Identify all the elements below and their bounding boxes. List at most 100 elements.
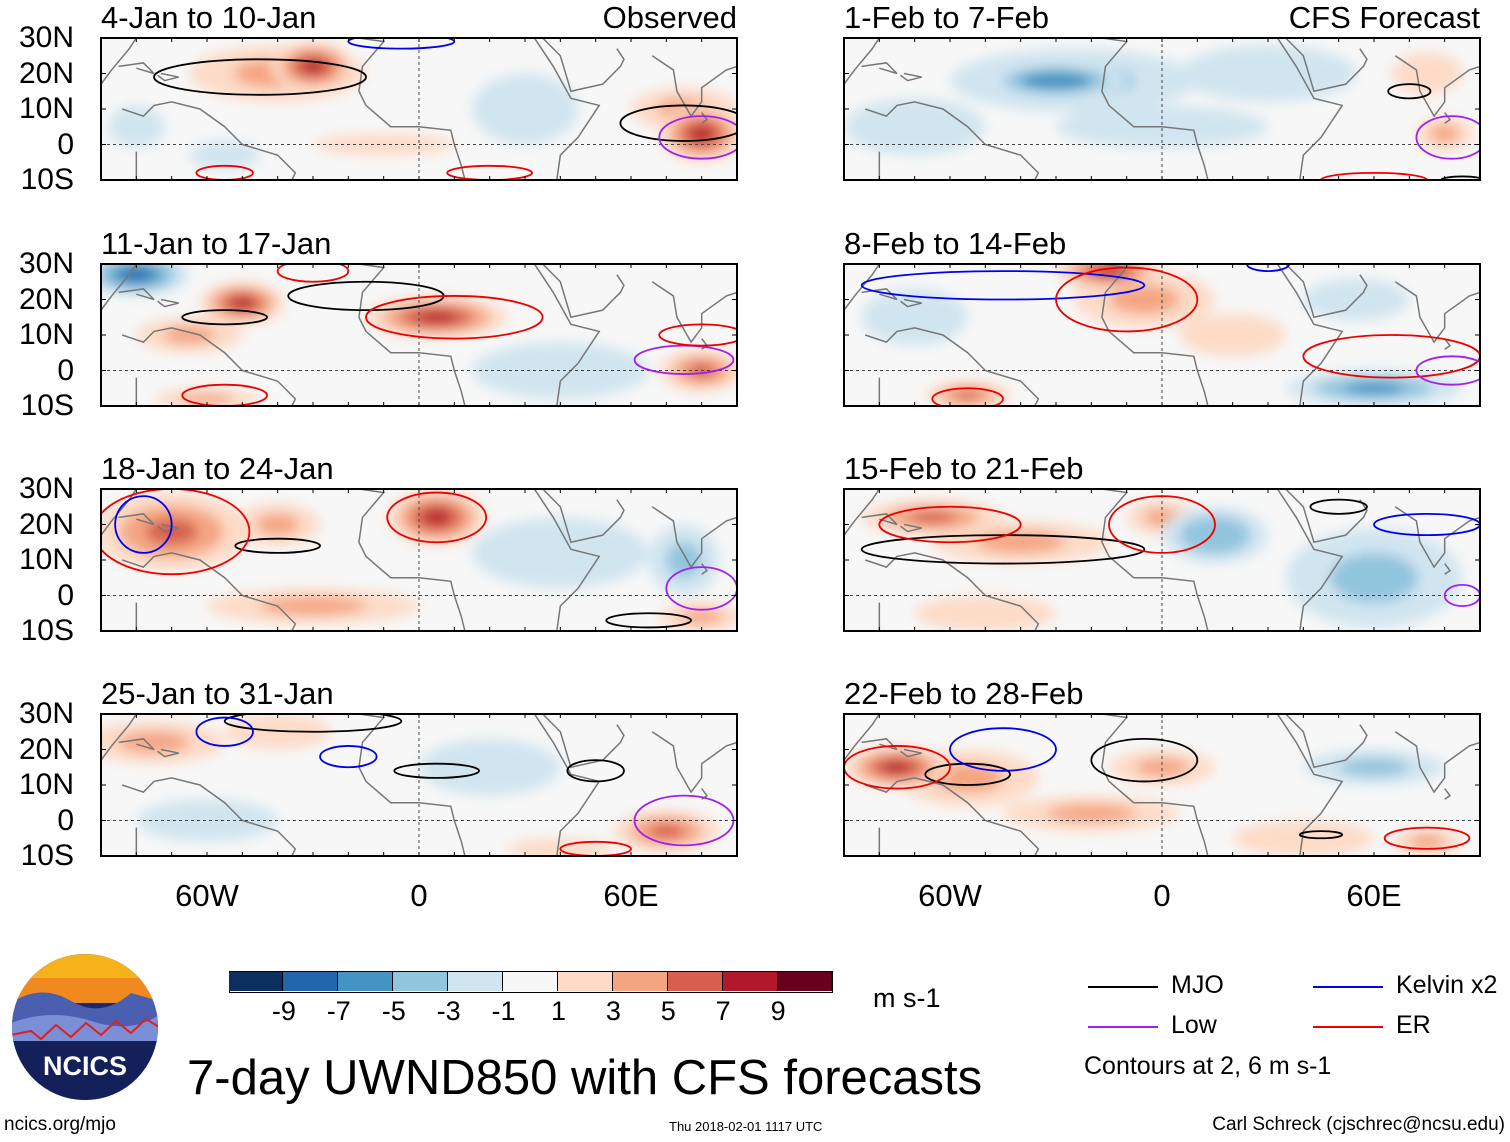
colorbar-label: 1 bbox=[550, 996, 566, 1026]
coastline bbox=[651, 55, 737, 118]
mjo-contour bbox=[1387, 83, 1432, 100]
coastline bbox=[1317, 413, 1338, 424]
forecast-label: CFS Forecast bbox=[1288, 0, 1480, 35]
map-panel bbox=[843, 263, 1481, 407]
coastline bbox=[542, 489, 625, 544]
coastline bbox=[358, 489, 466, 631]
map-panel bbox=[843, 37, 1481, 181]
anomaly-region bbox=[691, 126, 713, 141]
lon-label: 0 bbox=[410, 878, 428, 913]
coastline bbox=[651, 731, 737, 794]
mjo-contour bbox=[860, 534, 1146, 565]
mjo-legend-line bbox=[1088, 986, 1158, 988]
anomaly-region bbox=[516, 535, 605, 571]
coastline bbox=[383, 264, 601, 406]
coastline bbox=[118, 513, 155, 526]
colorbar-label: 9 bbox=[770, 996, 786, 1026]
kelvin-contour bbox=[319, 745, 378, 769]
coastline bbox=[1285, 264, 1368, 319]
lat-label: 10S bbox=[20, 163, 74, 196]
lon-label: 60E bbox=[603, 878, 659, 913]
coastline bbox=[1444, 563, 1452, 575]
anomaly-region bbox=[883, 761, 911, 773]
lon-label: 60W bbox=[175, 878, 239, 913]
lat-label: 0 bbox=[57, 127, 74, 161]
ncics-logo: NCICS bbox=[11, 953, 159, 1101]
coastline bbox=[118, 738, 155, 751]
figure-title: 7-day UWND850 with CFS forecasts bbox=[187, 1051, 983, 1105]
panel-title: 18-Jan to 24-Jan bbox=[101, 451, 334, 486]
anomaly-region bbox=[162, 326, 216, 344]
anomaly-region bbox=[1329, 552, 1419, 603]
coastline bbox=[121, 327, 297, 406]
colorbar-swatch bbox=[557, 972, 613, 991]
mjo-contour bbox=[605, 612, 692, 629]
lon-label: 60E bbox=[1346, 878, 1402, 913]
panel-title: 11-Jan to 17-Jan bbox=[101, 226, 332, 261]
coastline bbox=[118, 288, 155, 301]
mjo-contour bbox=[924, 762, 1011, 786]
er-legend-line bbox=[1313, 1026, 1383, 1028]
anomaly-region bbox=[207, 148, 243, 163]
panel-title: 1-Feb to 7-Feb bbox=[844, 0, 1050, 35]
colorbar-label: -7 bbox=[326, 996, 351, 1026]
mjo-contour bbox=[153, 58, 367, 96]
anomaly-region bbox=[1109, 285, 1180, 314]
coastline bbox=[383, 38, 601, 180]
coastline bbox=[1101, 264, 1209, 406]
er-contour bbox=[276, 264, 350, 283]
coastline bbox=[651, 281, 737, 344]
coastline bbox=[1285, 489, 1368, 544]
lat-label: 10N bbox=[18, 543, 74, 576]
anomaly-region bbox=[419, 738, 561, 796]
coastline bbox=[1126, 264, 1344, 406]
anomaly-region bbox=[180, 393, 234, 405]
low-contour bbox=[658, 115, 737, 160]
anomaly-region bbox=[666, 542, 702, 578]
er-contour bbox=[658, 323, 737, 347]
er-contour bbox=[181, 383, 268, 406]
kelvin-contour bbox=[114, 495, 173, 554]
anomaly-region bbox=[419, 311, 455, 323]
coastline bbox=[844, 38, 880, 85]
kelvin-contour bbox=[860, 270, 1146, 301]
mjo-contour bbox=[393, 762, 480, 779]
map-panel bbox=[100, 488, 738, 632]
footer-url[interactable]: ncics.org/mjo bbox=[4, 1114, 116, 1135]
low-contour bbox=[1415, 115, 1480, 160]
observed-label: Observed bbox=[602, 0, 737, 35]
er-contour bbox=[878, 505, 1022, 544]
coastline bbox=[574, 863, 595, 874]
coastline bbox=[844, 264, 880, 311]
kelvin-legend-line bbox=[1313, 986, 1383, 988]
coastline bbox=[542, 264, 625, 319]
mjo-contour bbox=[1090, 737, 1199, 783]
lat-label: 20N bbox=[18, 732, 74, 766]
legend-label: MJO bbox=[1171, 971, 1224, 999]
panel-title: 25-Jan to 31-Jan bbox=[101, 676, 334, 711]
lat-label: 10N bbox=[18, 318, 74, 351]
kelvin-contour bbox=[949, 727, 1057, 772]
logo-text: NCICS bbox=[43, 1051, 127, 1081]
anomaly-region bbox=[914, 595, 1056, 631]
anomaly-region bbox=[108, 105, 165, 149]
map-panel bbox=[843, 713, 1481, 857]
coastline bbox=[701, 112, 709, 124]
coastline bbox=[1394, 731, 1480, 794]
anomaly-region bbox=[260, 597, 366, 616]
coastline bbox=[1444, 338, 1452, 350]
coastline bbox=[383, 714, 601, 856]
colorbar-swatch bbox=[228, 972, 284, 991]
legend-label: Kelvin x2 bbox=[1396, 971, 1498, 999]
coastline bbox=[900, 72, 922, 82]
legend-label: Low bbox=[1171, 1011, 1217, 1039]
coastline bbox=[900, 298, 922, 308]
mjo-contour bbox=[1298, 830, 1344, 840]
lat-label: 10N bbox=[18, 92, 74, 125]
colorbar-label: -3 bbox=[436, 996, 461, 1026]
low-contour bbox=[633, 344, 735, 375]
lat-label: 20N bbox=[18, 507, 74, 541]
anomaly-region bbox=[472, 73, 578, 145]
panel-title: 15-Feb to 21-Feb bbox=[844, 451, 1084, 486]
lat-label: 10N bbox=[18, 768, 74, 801]
